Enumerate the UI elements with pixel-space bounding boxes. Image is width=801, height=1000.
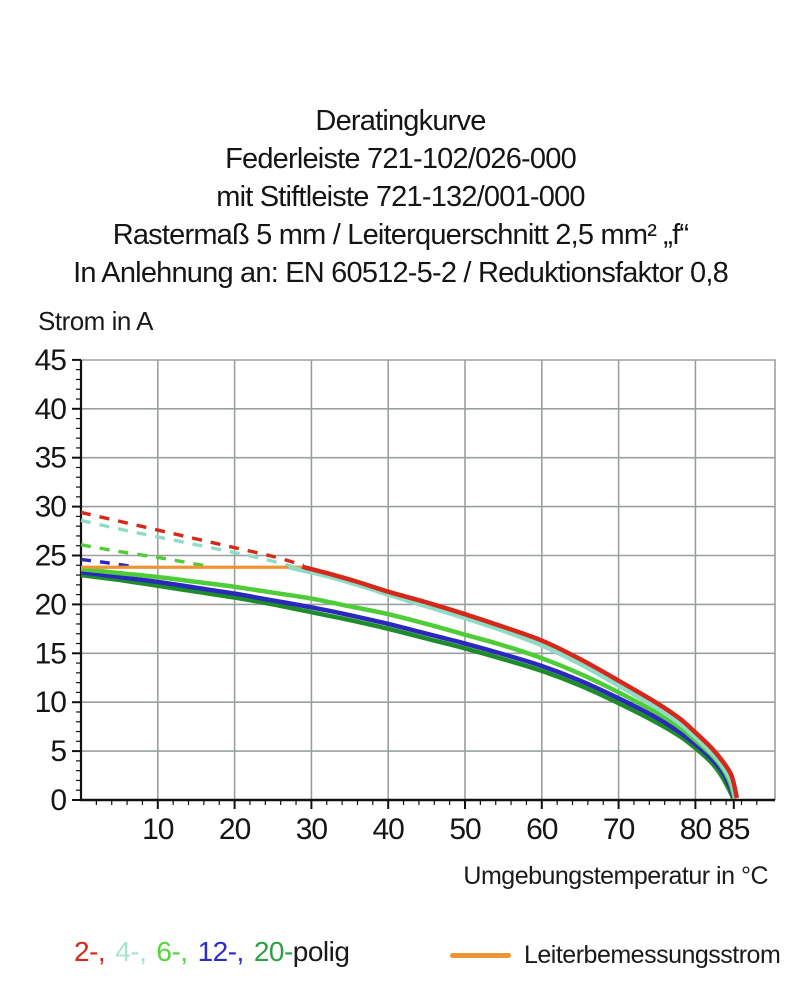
legend-rated-current: Leiterbemessungsstrom [450, 941, 781, 970]
svg-text:10: 10 [35, 686, 67, 719]
curves [80, 510, 740, 800]
legend-pole-suffix: polig [292, 936, 350, 967]
svg-text:25: 25 [35, 540, 67, 573]
y-axis-title: Strom in A [38, 306, 153, 336]
svg-text:35: 35 [35, 442, 67, 475]
svg-text:60: 60 [526, 813, 558, 846]
svg-text:50: 50 [449, 813, 481, 846]
svg-text:5: 5 [50, 735, 66, 768]
legend-pole-4: 4-, [115, 936, 147, 967]
rated-current-label: Leiterbemessungsstrom [524, 941, 781, 969]
svg-text:85: 85 [718, 813, 750, 846]
chart-title: Deratingkurve Federleiste 721-102/026-00… [0, 102, 801, 292]
svg-text:40: 40 [373, 813, 405, 846]
curve-2-polig [301, 564, 740, 799]
rated-current-line-swatch [450, 953, 511, 958]
title-line-1: Deratingkurve [315, 105, 486, 137]
derating-chart: 0 5 10 15 20 25 30 35 40 45 10 20 30 40 50 60 70 80 85 [35, 344, 776, 846]
title-line-4: Rastermaß 5 mm / Leiterquerschnitt 2,5 m… [112, 219, 689, 251]
curve-2-polig-oberhalb-leiterbemessungsstrom [80, 510, 305, 567]
svg-text:80: 80 [680, 813, 712, 846]
curve-6-polig-oberhalb-leiterbemessungsstrom [80, 543, 209, 568]
tick-labels: 0 5 10 15 20 25 30 35 40 45 10 20 30 40 50 60 70 80 85 [35, 344, 751, 846]
legend-pole-12: 12-, [197, 936, 245, 967]
svg-text:30: 30 [296, 813, 328, 846]
x-axis-title: Umgebungstemperatur in °C [463, 862, 768, 890]
curve-4-polig [287, 565, 738, 799]
curve-4-polig-oberhalb-leiterbemessungsstrom [80, 518, 293, 568]
svg-text:0: 0 [50, 784, 66, 817]
legend-pole-counts: 2-, 4-, 6-, 12-, 20-polig [74, 936, 350, 968]
legend-pole-20: 20- [253, 936, 293, 967]
svg-text:40: 40 [35, 393, 67, 426]
curve-12-polig-oberhalb-leiterbemessungsstrom [80, 557, 132, 568]
svg-text:20: 20 [35, 588, 67, 621]
svg-text:10: 10 [142, 813, 174, 846]
gridlines [81, 359, 776, 800]
svg-text:30: 30 [35, 491, 67, 524]
title-line-2: Federleiste 721-102/026-000 [225, 143, 577, 175]
legend-pole-2: 2-, [74, 936, 106, 967]
title-line-3: mit Stiftleiste 721-132/001-000 [216, 181, 585, 213]
svg-text:70: 70 [603, 813, 635, 846]
curve-6-polig [80, 566, 737, 799]
legend-pole-6: 6-, [156, 936, 188, 967]
curve-12-polig [80, 569, 736, 799]
title-line-5: In Anlehnung an: EN 60512-5-2 / Reduktio… [73, 257, 729, 289]
svg-text:45: 45 [35, 344, 67, 377]
curve-20-polig [80, 572, 736, 800]
svg-text:20: 20 [219, 813, 251, 846]
svg-text:15: 15 [35, 637, 67, 670]
axes [79, 360, 775, 802]
axis-ticks [72, 358, 758, 809]
